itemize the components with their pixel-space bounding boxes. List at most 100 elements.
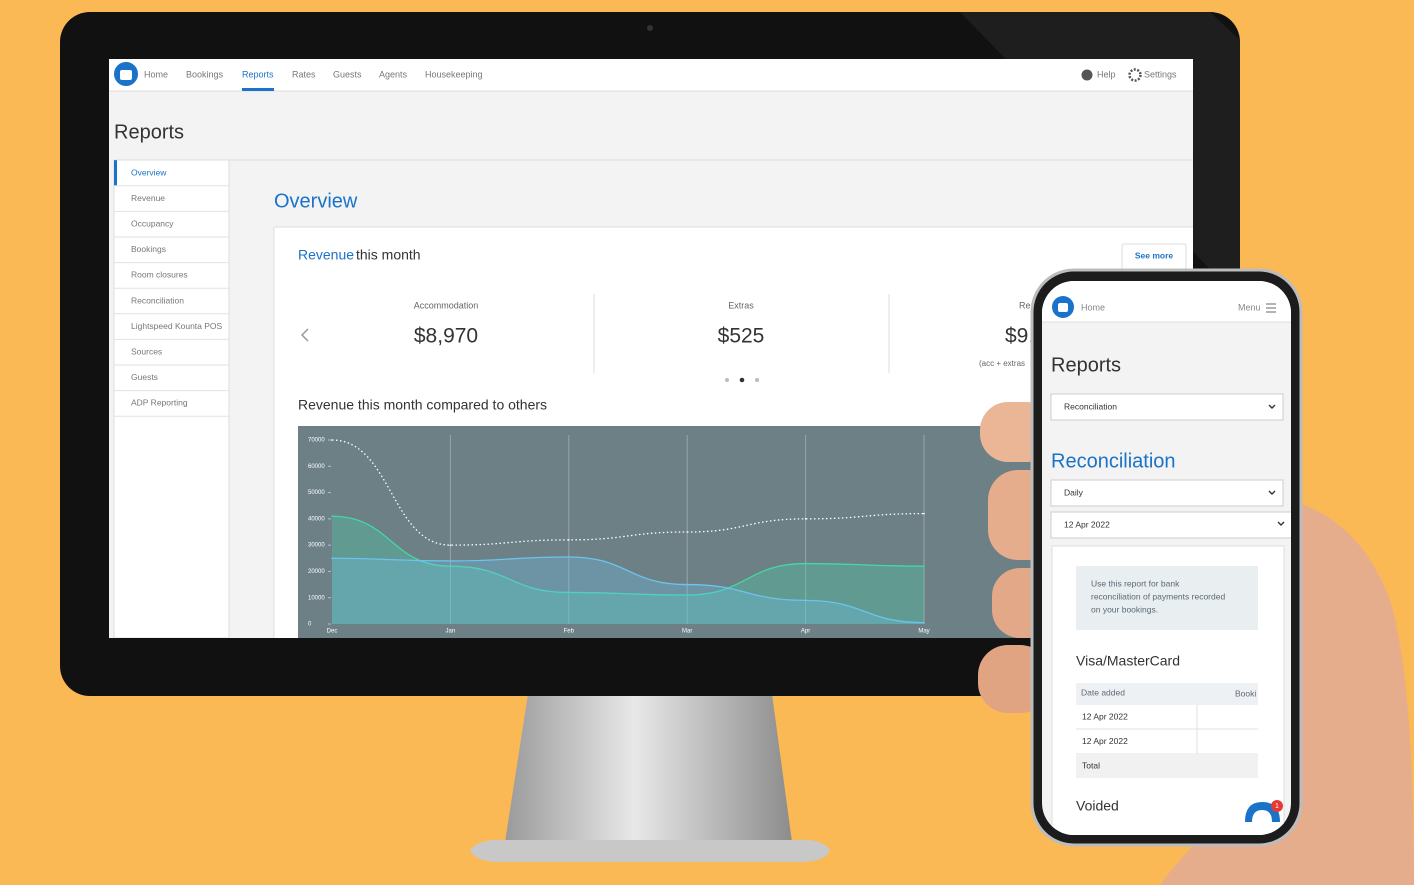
monitor-base xyxy=(470,839,830,862)
section-title: Overview xyxy=(274,190,358,212)
stat-label: Accommodation xyxy=(414,300,479,310)
nav-item[interactable]: Bookings xyxy=(186,69,224,79)
total-row xyxy=(1076,754,1258,778)
sidebar-item[interactable]: Reconciliation xyxy=(131,295,184,305)
sidebar-item[interactable]: Revenue xyxy=(131,193,165,203)
sidebar-item[interactable]: Occupancy xyxy=(131,218,174,228)
x-tick-label: Mar xyxy=(682,629,692,635)
y-tick-label: 60000 xyxy=(308,464,325,470)
y-tick-label: 10000 xyxy=(308,595,325,601)
data-point xyxy=(449,565,452,567)
data-point xyxy=(804,562,807,565)
series-line xyxy=(331,439,925,546)
series-area xyxy=(332,516,924,624)
chevron xyxy=(1277,521,1285,526)
nav-item[interactable]: Reports xyxy=(242,69,274,79)
sidebar-item[interactable]: Guests xyxy=(131,372,158,382)
data-point xyxy=(568,539,570,541)
report-select[interactable] xyxy=(1050,393,1284,421)
phone-screen: Home Menu Reports Reconciliation Reconciliat… xyxy=(1042,281,1296,835)
sidebar-active xyxy=(114,160,117,186)
stat-value: $8,970 xyxy=(414,325,478,348)
nav-active-underline xyxy=(242,88,274,91)
page-title: Reports xyxy=(114,121,184,143)
chevron xyxy=(1268,404,1276,409)
stat-label: Extras xyxy=(728,300,754,310)
hand-palm xyxy=(1160,500,1414,885)
data-point xyxy=(331,557,333,560)
phone-menu[interactable]: Menu xyxy=(1238,302,1261,312)
y-tick-label: 0 xyxy=(308,622,312,628)
stat-value: $9, xyxy=(1005,325,1034,348)
x-tick-label: Jan xyxy=(446,629,456,635)
y-tick-label: 50000 xyxy=(308,490,325,496)
card-title: this month xyxy=(356,247,421,263)
settings-icon[interactable] xyxy=(1128,68,1142,82)
nav-bar xyxy=(109,59,1193,91)
info-text: on your bookings. xyxy=(1091,604,1158,614)
series-area xyxy=(332,556,924,624)
nav-item[interactable]: Guests xyxy=(333,69,362,79)
chat-badge xyxy=(1271,800,1283,812)
nav-item[interactable]: Agents xyxy=(379,69,408,79)
series-line xyxy=(331,556,925,624)
table-header: Booki xyxy=(1235,688,1256,698)
info-box xyxy=(1076,566,1258,630)
y-tick-label: 40000 xyxy=(308,516,325,522)
sidebar xyxy=(113,159,230,638)
phone-home[interactable]: Home xyxy=(1081,302,1105,312)
carousel-dot[interactable] xyxy=(755,378,759,382)
data-point xyxy=(686,531,688,533)
sidebar-item[interactable]: Bookings xyxy=(131,244,166,254)
y-tick-label: 20000 xyxy=(308,569,325,575)
table-cell: 12 Apr 2022 xyxy=(1082,736,1128,746)
see-more-label: See more xyxy=(1135,250,1174,260)
table-header xyxy=(1076,683,1258,705)
card-title-highlight: Revenue xyxy=(298,247,354,263)
date-select[interactable] xyxy=(1050,511,1296,539)
nav-item[interactable]: Rates xyxy=(292,69,316,79)
carousel-dot[interactable] xyxy=(725,378,729,382)
x-tick-label: Feb xyxy=(564,629,575,635)
data-point xyxy=(686,583,688,586)
table-header: Date added xyxy=(1081,687,1125,697)
data-point xyxy=(923,621,925,624)
sidebar-item[interactable]: Lightspeed Kounta POS xyxy=(131,321,223,331)
data-point xyxy=(568,556,570,558)
phone-logo-mark xyxy=(1058,303,1068,312)
data-point xyxy=(568,591,570,594)
settings-link[interactable]: Settings xyxy=(1144,69,1177,79)
carousel-dot[interactable] xyxy=(739,377,745,383)
data-point xyxy=(686,594,688,596)
series-line xyxy=(331,515,925,596)
sidebar-item[interactable]: Room closures xyxy=(131,270,188,280)
nav-item[interactable]: Home xyxy=(144,69,168,79)
phone-header xyxy=(1042,281,1291,322)
table-cell: 12 Apr 2022 xyxy=(1082,711,1128,721)
badge-count: 1 xyxy=(1275,803,1279,810)
info-text: reconciliation of payments recorded xyxy=(1091,591,1225,601)
menu-icon[interactable] xyxy=(1266,303,1276,313)
monitor-stand xyxy=(505,694,792,842)
carousel-prev[interactable] xyxy=(300,328,309,342)
sidebar-item[interactable]: Sources xyxy=(131,346,162,356)
period-select-label: Daily xyxy=(1064,487,1084,497)
help-link[interactable]: Help xyxy=(1097,69,1116,79)
data-point xyxy=(449,560,452,562)
data-point xyxy=(449,544,452,546)
help-icon[interactable] xyxy=(1081,69,1093,81)
sidebar-item[interactable]: Overview xyxy=(131,167,167,177)
y-tick-label: 70000 xyxy=(308,438,325,444)
chart: 0 10000 20000 30000 40000 50000 60000 70000 Dec J… xyxy=(308,435,930,635)
x-tick-label: May xyxy=(918,629,929,635)
info-text: Use this report for bank xyxy=(1091,578,1180,588)
chevron xyxy=(1268,490,1276,495)
stat-note: (acc + extras xyxy=(979,359,1025,368)
voided-title: Voided xyxy=(1076,798,1119,814)
sidebar-item[interactable]: ADP Reporting xyxy=(131,398,188,408)
period-select[interactable] xyxy=(1050,479,1284,507)
phone-title: Reports xyxy=(1051,354,1121,376)
data-point xyxy=(331,515,333,518)
nav-item[interactable]: Housekeeping xyxy=(425,69,483,79)
chart-title: Revenue this month compared to others xyxy=(298,397,547,413)
